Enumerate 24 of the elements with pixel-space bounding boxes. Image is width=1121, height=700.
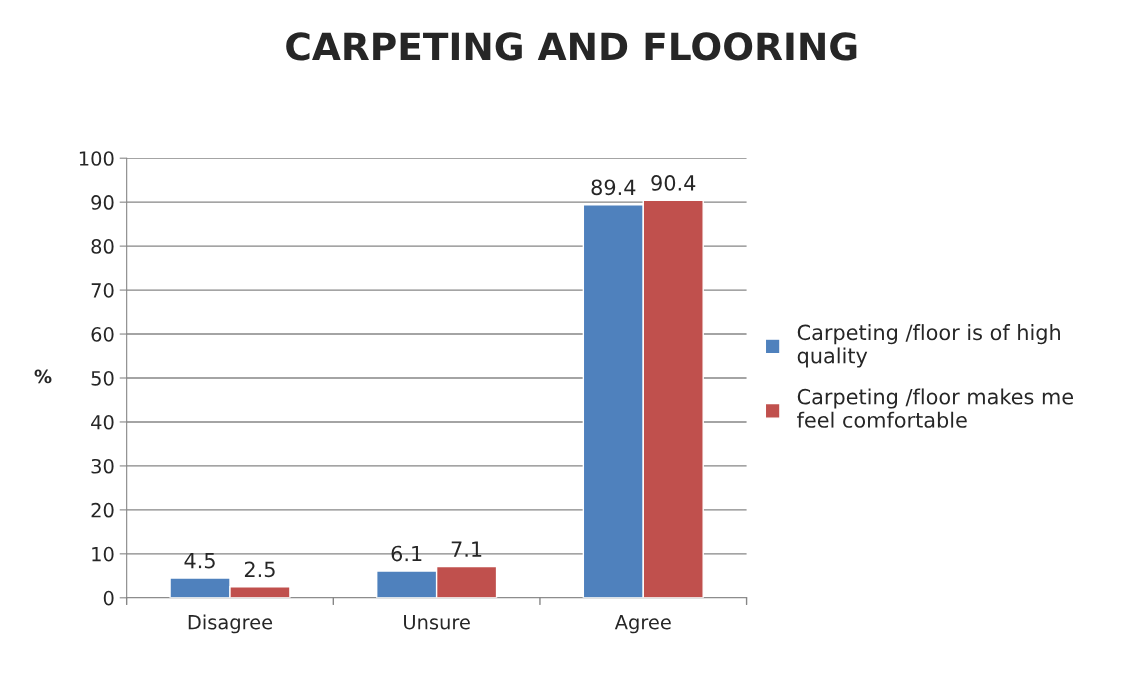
data-label: 6.1 <box>391 545 422 562</box>
x-tick-label: Unsure <box>404 615 470 630</box>
data-label: 4.5 <box>184 552 215 569</box>
y-tick-label: 70 <box>91 283 114 298</box>
y-tick-label: 30 <box>91 458 114 474</box>
y-tick-label: 100 <box>79 151 114 166</box>
y-tick-label: 20 <box>91 502 114 518</box>
data-label: 89.4 <box>591 179 636 196</box>
chart-title: CARPETING AND FLOORING <box>286 32 857 61</box>
y-axis-title: % <box>34 369 52 384</box>
x-tick-label: Agree <box>614 615 671 634</box>
y-tick-label: 10 <box>92 546 114 562</box>
data-label: 90.4 <box>651 175 696 191</box>
data-label: 2.5 <box>244 561 275 578</box>
y-tick-label: 80 <box>91 239 114 254</box>
y-tick-label: 0 <box>103 590 114 606</box>
y-tick-label: 90 <box>91 195 114 210</box>
legend-label: Carpeting /floor makes me feel comfortable <box>797 388 1073 428</box>
legend-label: Carpeting /floor is of high quality <box>797 324 1060 368</box>
data-label: 7.1 <box>451 541 482 557</box>
y-tick-label: 40 <box>91 414 114 430</box>
y-tick-label: 60 <box>91 327 114 342</box>
y-tick-label: 50 <box>91 370 114 386</box>
x-tick-label: Disagree <box>188 614 273 634</box>
